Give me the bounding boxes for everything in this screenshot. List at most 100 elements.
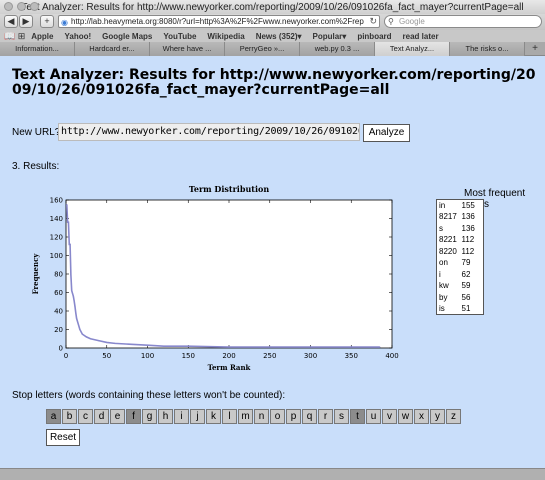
status-bar xyxy=(0,468,545,480)
new-tab-icon[interactable]: + xyxy=(532,43,538,54)
tab-information[interactable]: Information... xyxy=(0,42,75,56)
bookmark-item[interactable]: Popular▾ xyxy=(312,31,347,41)
stop-letter-u[interactable]: u xyxy=(366,409,381,424)
stop-letter-l[interactable]: l xyxy=(222,409,237,424)
bookmark-item[interactable]: Yahoo! xyxy=(64,31,92,41)
tab-text-analyzer[interactable]: Text Analyz... xyxy=(375,42,450,56)
stop-letter-k[interactable]: k xyxy=(206,409,221,424)
term-cell: is xyxy=(439,304,445,313)
analyze-button[interactable]: Analyze xyxy=(363,124,410,142)
browser-toolbar: ◀ ▶ + ◉ http://lab.heavymeta.org:8080/r?… xyxy=(0,14,545,30)
stop-letter-d[interactable]: d xyxy=(94,409,109,424)
term-row: i 62 xyxy=(437,269,484,281)
zoom-icon[interactable] xyxy=(30,2,39,11)
count-cell: 112 xyxy=(461,235,475,245)
data-point xyxy=(146,344,149,346)
stop-letter-v[interactable]: v xyxy=(382,409,397,424)
stop-letter-w[interactable]: w xyxy=(398,409,413,424)
count-cell: 59 xyxy=(461,281,471,291)
window-controls[interactable] xyxy=(4,2,39,11)
bookmark-item[interactable]: Google Maps xyxy=(102,31,153,41)
term-row: is 51 xyxy=(437,303,484,315)
close-icon[interactable] xyxy=(4,2,13,11)
data-point xyxy=(66,204,68,206)
term-row: in 155 xyxy=(437,200,484,212)
tab-where-have[interactable]: Where have ... xyxy=(150,42,225,56)
count-cell: 155 xyxy=(461,201,475,210)
minimize-icon[interactable] xyxy=(17,2,26,11)
add-bookmark-button[interactable]: + xyxy=(40,15,54,28)
bookmark-item[interactable]: Apple xyxy=(31,31,54,41)
x-tick-label: 150 xyxy=(182,352,195,360)
y-tick-label: 140 xyxy=(50,215,63,223)
term-cell: on xyxy=(439,258,448,268)
stop-letter-x[interactable]: x xyxy=(414,409,429,424)
x-tick-label: 100 xyxy=(141,352,154,360)
bookmark-item[interactable]: YouTube xyxy=(163,31,197,41)
y-tick-label: 100 xyxy=(50,252,63,260)
page-title: Text Analyzer: Results for http://www.ne… xyxy=(12,67,536,98)
data-point xyxy=(70,274,72,276)
tab-the-risks[interactable]: The risks o... xyxy=(450,42,525,56)
stop-letter-t[interactable]: t xyxy=(350,409,365,424)
data-point xyxy=(75,317,78,319)
data-point xyxy=(71,292,74,295)
tab-perrygeo[interactable]: PerryGeo »... xyxy=(225,42,300,56)
stop-letter-p[interactable]: p xyxy=(286,409,301,424)
x-axis-label: Term Rank xyxy=(208,363,251,372)
forward-button[interactable]: ▶ xyxy=(19,15,33,28)
back-button[interactable]: ◀ xyxy=(4,15,18,28)
count-cell: 79 xyxy=(461,258,471,268)
tab-hardcard[interactable]: Hardcard er... xyxy=(75,42,150,56)
data-point xyxy=(187,345,189,347)
term-cell: 8220 xyxy=(439,246,457,256)
bookmark-item[interactable]: read later xyxy=(402,31,439,41)
stop-letter-h[interactable]: h xyxy=(158,409,173,424)
stop-letter-f[interactable]: f xyxy=(126,409,141,424)
stop-letter-g[interactable]: g xyxy=(142,409,157,424)
data-point xyxy=(106,341,108,344)
window-title: Text Analyzer: Results for http://www.ne… xyxy=(21,1,524,13)
stop-letter-z[interactable]: z xyxy=(446,409,461,424)
bookmark-item[interactable]: News (352)▾ xyxy=(255,31,302,41)
stop-letter-q[interactable]: q xyxy=(302,409,317,424)
bookmarks-book-icon[interactable]: 📖 ⊞ xyxy=(4,30,26,41)
y-tick-label: 80 xyxy=(54,271,63,279)
stop-letter-n[interactable]: n xyxy=(254,409,269,424)
reload-icon[interactable]: ↻ xyxy=(369,16,377,26)
stop-letter-c[interactable]: c xyxy=(78,409,93,424)
stop-letter-e[interactable]: e xyxy=(110,409,125,424)
stop-letter-s[interactable]: s xyxy=(334,409,349,424)
count-cell: 112 xyxy=(461,246,475,256)
address-bar[interactable]: ◉ http://lab.heavymeta.org:8080/r?url=ht… xyxy=(58,15,380,28)
data-point xyxy=(89,338,92,340)
tab-webpy[interactable]: web.py 0.3 ... xyxy=(300,42,375,56)
stop-letter-r[interactable]: r xyxy=(318,409,333,424)
tab-bar: Information... Hardcard er... Where have… xyxy=(0,42,545,56)
stop-letter-m[interactable]: m xyxy=(238,409,253,424)
y-axis-label: Frequency xyxy=(31,253,40,295)
term-row: by 56 xyxy=(437,292,484,304)
term-row: 8221 112 xyxy=(437,234,484,246)
stop-letter-a[interactable]: a xyxy=(46,409,61,424)
plot-area xyxy=(65,199,393,349)
bookmark-item[interactable]: pinboard xyxy=(357,31,392,41)
reset-button[interactable]: Reset xyxy=(46,429,80,446)
term-row: kw 59 xyxy=(437,280,484,292)
stop-letter-i[interactable]: i xyxy=(174,409,189,424)
stop-letter-j[interactable]: j xyxy=(190,409,205,424)
stop-letter-y[interactable]: y xyxy=(430,409,445,424)
bookmark-item[interactable]: Wikipedia xyxy=(207,31,245,41)
count-cell: 136 xyxy=(461,223,475,233)
stop-letter-b[interactable]: b xyxy=(62,409,77,424)
data-point xyxy=(98,340,100,342)
globe-icon: ◉ xyxy=(61,18,68,27)
data-point xyxy=(72,295,74,297)
x-tick-label: 400 xyxy=(385,352,398,360)
stop-letter-o[interactable]: o xyxy=(270,409,285,424)
new-url-input[interactable]: http://www.newyorker.com/reporting/2009/… xyxy=(58,123,360,141)
data-point xyxy=(85,336,87,338)
search-input[interactable]: ⚲ Google xyxy=(384,15,542,28)
count-cell: 136 xyxy=(461,212,475,222)
